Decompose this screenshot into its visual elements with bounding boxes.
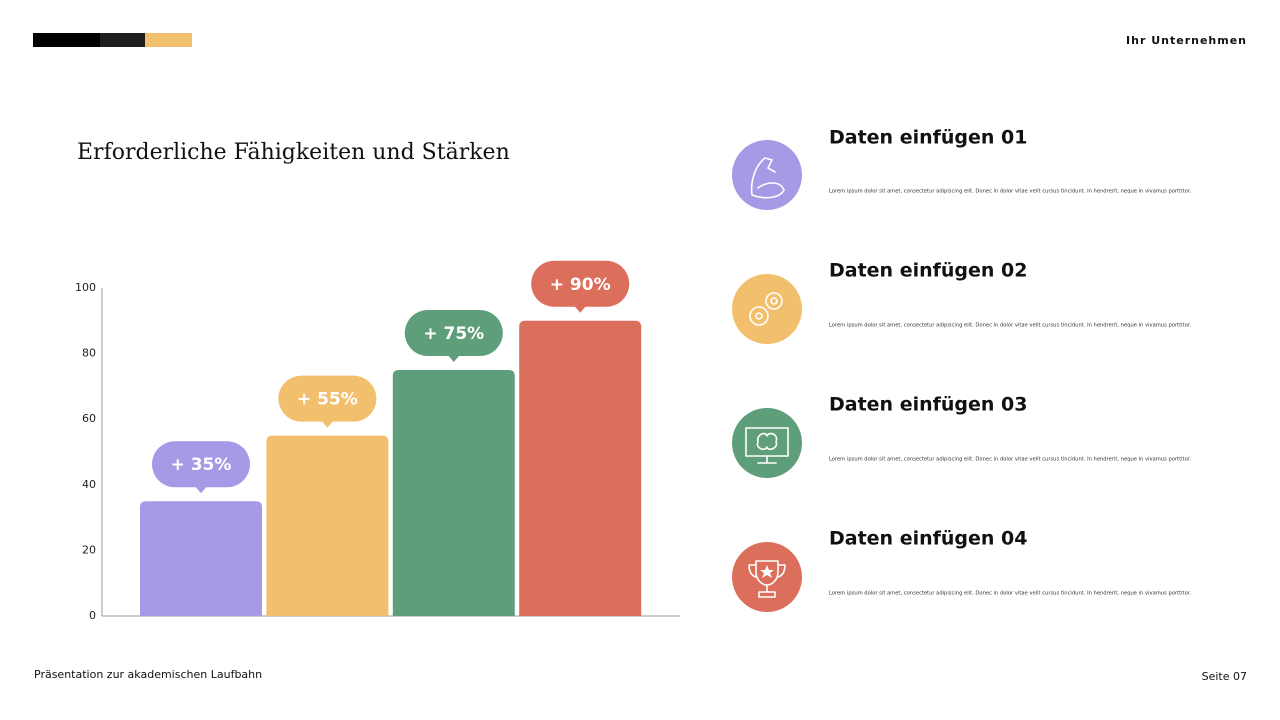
header-bar xyxy=(100,33,145,47)
icon xyxy=(755,312,763,320)
icon xyxy=(770,297,778,305)
page-number: Seite 07 xyxy=(1202,670,1247,683)
company: Ihr Unternehmen xyxy=(1126,34,1247,47)
value-label-bubble xyxy=(531,260,630,307)
icon xyxy=(749,306,769,326)
item: Daten einfügen 04 Lorem ipsum dolor sit … xyxy=(732,528,1191,612)
item-title: Daten einfügen 04 xyxy=(829,528,1028,550)
icon xyxy=(750,157,785,199)
item: Daten einfügen 03 Lorem ipsum dolor sit … xyxy=(732,394,1191,478)
icon xyxy=(748,560,786,598)
item-title: Daten einfügen 03 xyxy=(829,394,1028,416)
value-label-pointer xyxy=(574,305,587,313)
item-text: Lorem ipsum dolor sit amet, consectetur … xyxy=(829,457,1191,463)
chart-title: Erforderliche Fähigkeiten und Stärken xyxy=(77,140,510,165)
item-text: Lorem ipsum dolor sit amet, consectetur … xyxy=(829,591,1191,597)
value-label-pointer xyxy=(447,355,460,362)
bar xyxy=(140,501,262,616)
item-text: Lorem ipsum dolor sit amet, consectetur … xyxy=(829,189,1191,195)
icon-circle xyxy=(732,140,802,210)
value-label: + 75% xyxy=(423,324,484,344)
bar xyxy=(266,435,389,616)
item-title: Daten einfügen 01 xyxy=(829,127,1028,149)
item-title: Daten einfügen 02 xyxy=(829,260,1028,282)
icon-circle xyxy=(732,542,802,612)
value-label-bubble xyxy=(152,441,250,488)
value-label-pointer xyxy=(195,486,207,494)
icon-circle xyxy=(732,274,802,344)
y-tick-label: 60 xyxy=(82,412,96,425)
footer-text: Präsentation zur akademischen Laufbahn xyxy=(34,668,262,681)
bar xyxy=(392,370,515,616)
item-text: Lorem ipsum dolor sit amet, consectetur … xyxy=(829,323,1191,329)
y-tick-label: 80 xyxy=(82,347,96,360)
icon xyxy=(756,432,778,464)
icon xyxy=(760,565,774,578)
value-label: + 90% xyxy=(550,275,611,295)
value-label: + 55% xyxy=(297,390,358,410)
icon xyxy=(765,292,783,310)
value-label-bubble xyxy=(278,375,377,422)
header-bar xyxy=(33,33,100,47)
y-tick-label: 20 xyxy=(82,543,96,556)
header-bar xyxy=(145,33,192,47)
value-label-bubble xyxy=(404,310,503,356)
value-label-pointer xyxy=(321,420,334,428)
item: Daten einfügen 02 Lorem ipsum dolor sit … xyxy=(732,260,1191,344)
y-tick-label: 0 xyxy=(89,609,96,622)
icon-circle xyxy=(732,408,802,478)
value-label: + 35% xyxy=(171,455,232,475)
bar xyxy=(519,320,642,616)
y-tick-label: 40 xyxy=(82,478,96,491)
item: Daten einfügen 01 Lorem ipsum dolor sit … xyxy=(732,127,1191,210)
y-tick-label: 100 xyxy=(75,281,96,294)
